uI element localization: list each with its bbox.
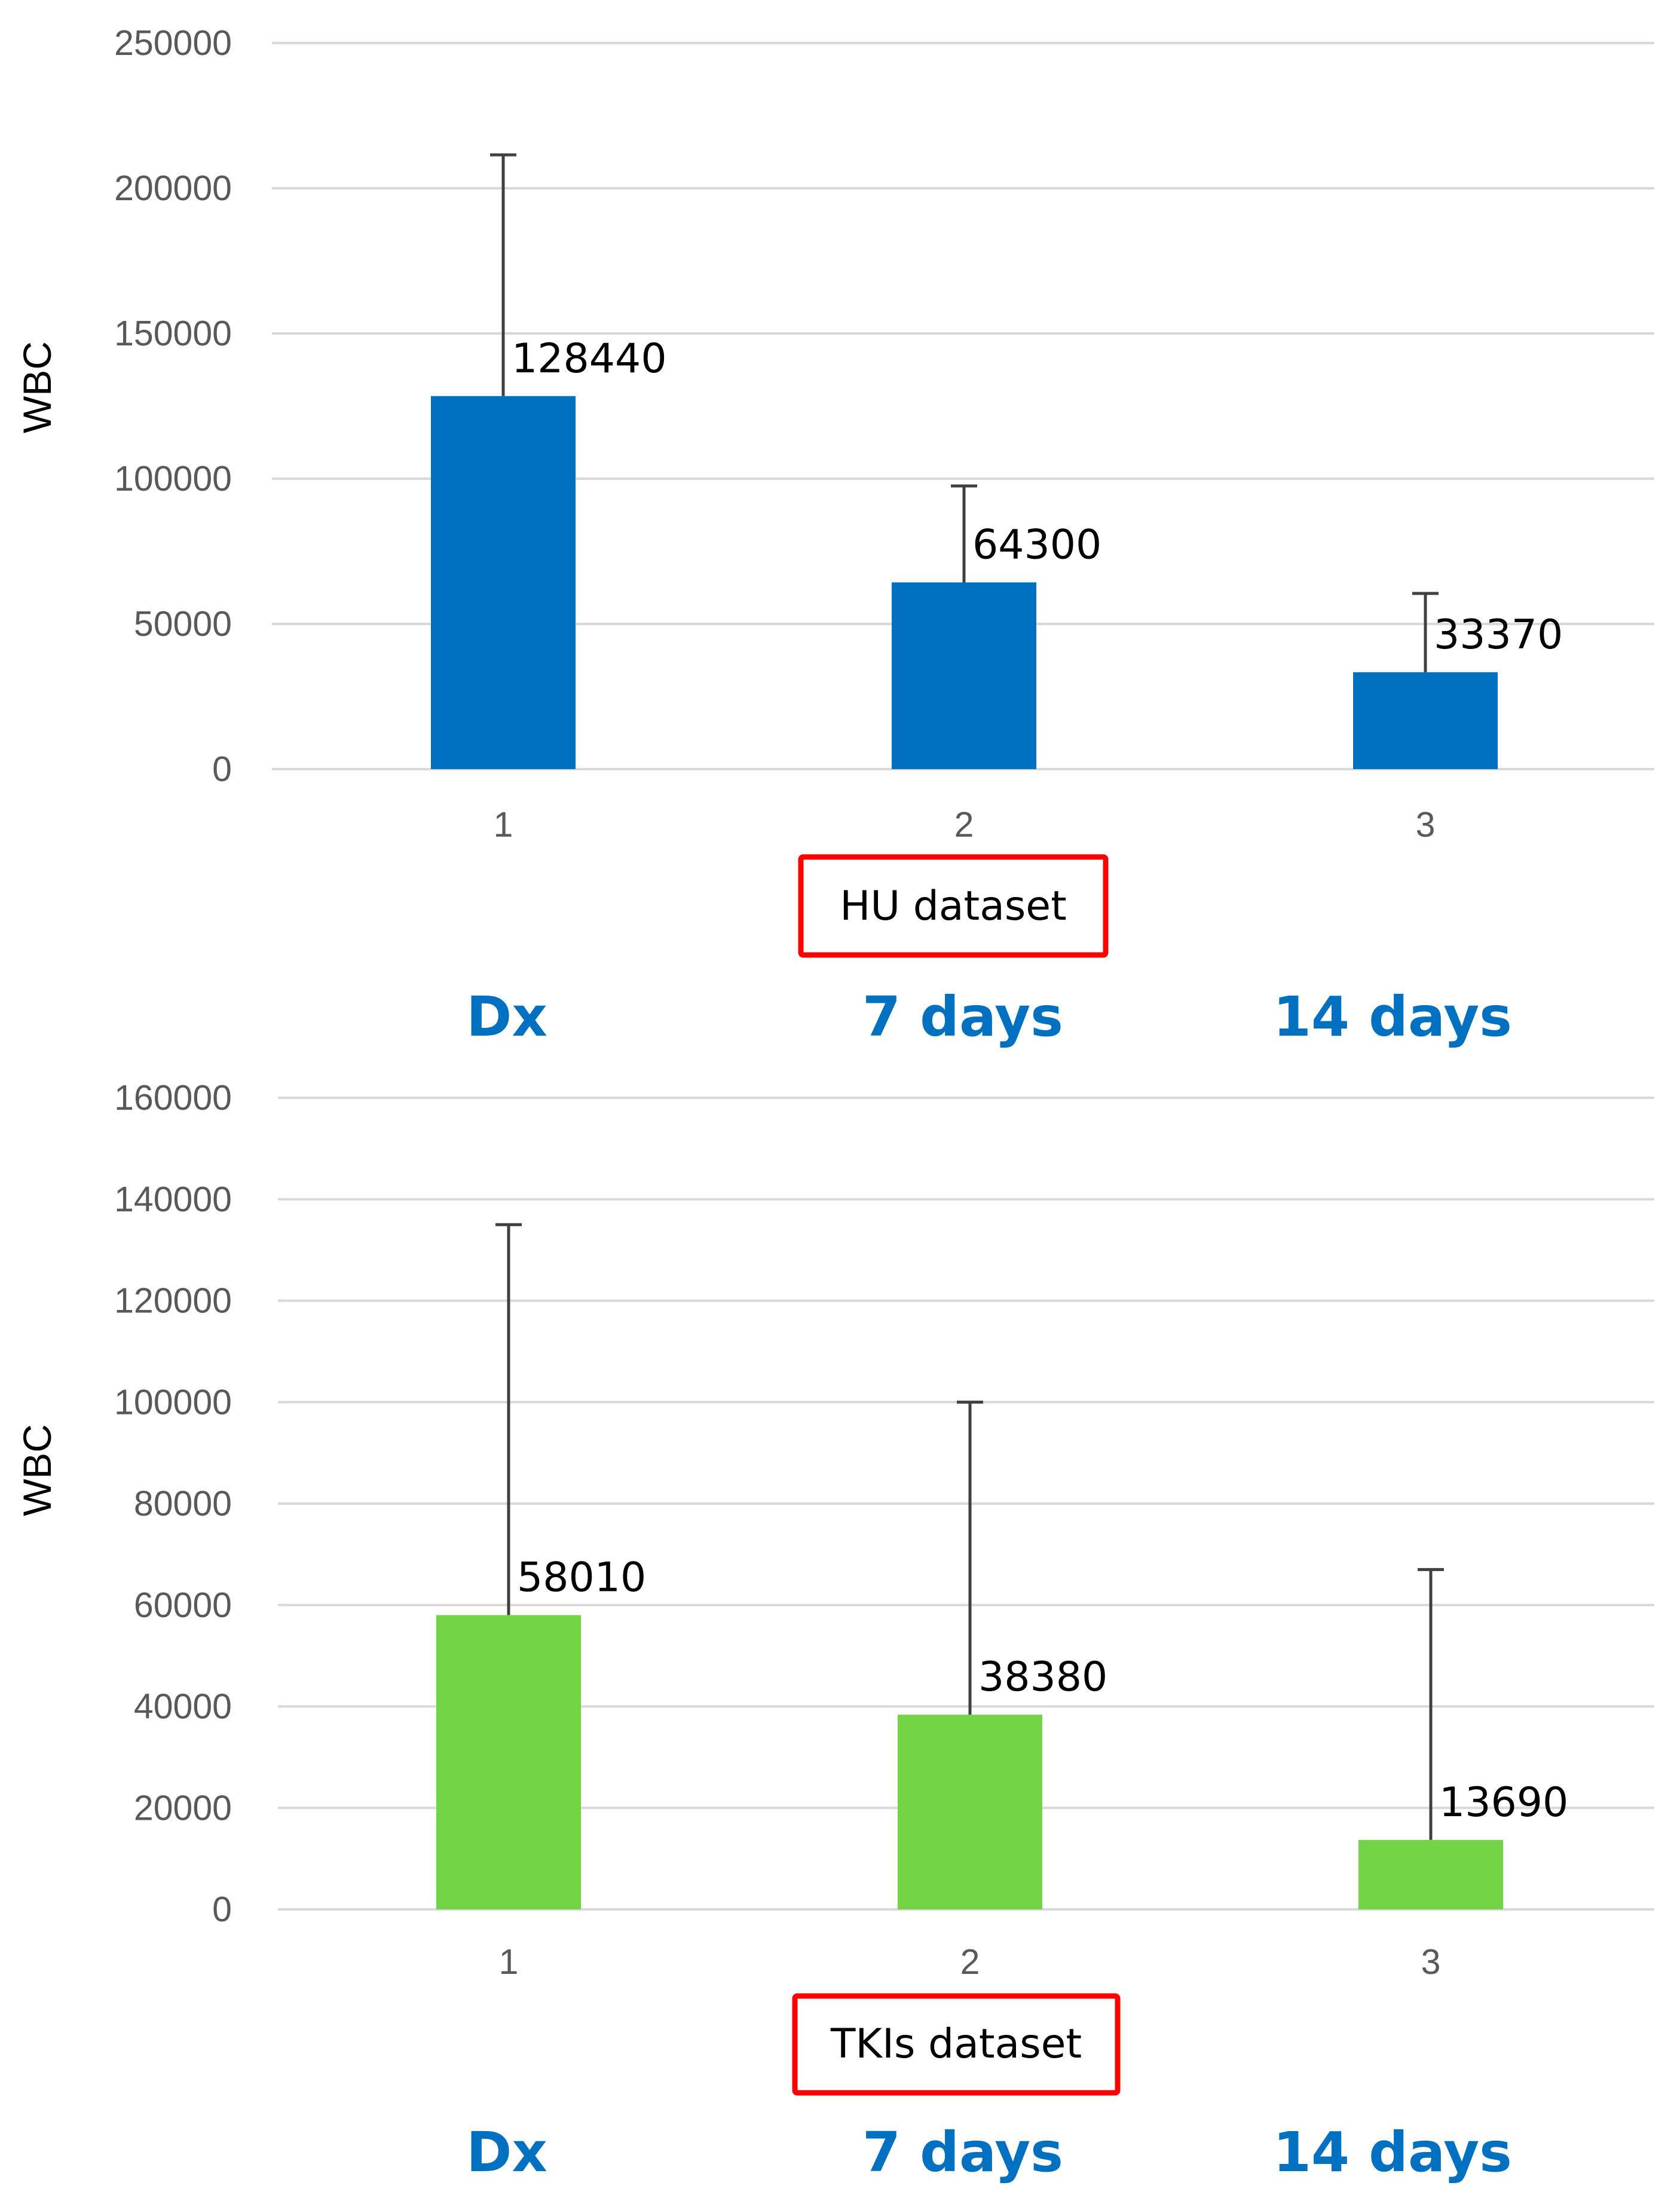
hu-y-tick-label: 0 [212, 749, 232, 789]
tki-y-tick-label: 140000 [114, 1180, 232, 1219]
tki-data-label: 58010 [517, 1554, 646, 1602]
tki-y-tick-label: 120000 [114, 1281, 232, 1321]
tki-annotation-box: TKIs dataset [792, 1993, 1121, 2096]
tki-bar [1358, 1839, 1503, 1909]
tki-period-label-7-days: 7 days [862, 2120, 1063, 2184]
tki-x-tick-labels: 1 2 3 [499, 1942, 1441, 1982]
tki-chart: 0 20000 40000 60000 80000 100000 120000 140000 1… [15, 1078, 1654, 2184]
hu-bar [892, 582, 1036, 769]
tki-x-tick-label: 2 [960, 1942, 980, 1982]
hu-y-tick-label: 150000 [114, 314, 232, 353]
tki-y-tick-label: 100000 [114, 1382, 232, 1422]
hu-x-tick-label: 1 [494, 805, 513, 844]
hu-data-labels: 128440 64300 33370 [512, 335, 1563, 659]
hu-y-tick-label: 250000 [114, 23, 232, 63]
hu-data-label: 128440 [512, 335, 667, 382]
tki-y-tick-label: 160000 [114, 1078, 232, 1118]
tki-data-label: 13690 [1439, 1779, 1568, 1826]
tki-period-label-dx: Dx [466, 2120, 547, 2184]
hu-x-tick-label: 2 [954, 805, 974, 844]
tki-y-tick-label: 40000 [134, 1687, 232, 1726]
hu-y-tick-label: 100000 [114, 459, 232, 498]
tki-period-labels: Dx 7 days 14 days [466, 2120, 1512, 2184]
tki-bar [898, 1715, 1042, 1909]
hu-y-axis-title: WBC [15, 341, 59, 433]
hu-period-label-dx: Dx [466, 985, 547, 1049]
tki-bars [436, 1615, 1503, 1909]
tki-x-tick-label: 1 [499, 1942, 519, 1982]
tki-y-tick-label: 0 [212, 1890, 232, 1929]
hu-data-label: 33370 [1434, 611, 1563, 659]
hu-bar [431, 396, 576, 769]
hu-y-tick-label: 50000 [134, 604, 232, 644]
hu-bar [1353, 672, 1498, 769]
hu-data-label: 64300 [972, 522, 1101, 569]
hu-y-tick-label: 200000 [114, 169, 232, 208]
tki-annotation-border [792, 1993, 1121, 2096]
tki-x-tick-label: 3 [1421, 1942, 1441, 1982]
hu-annotation-border [798, 854, 1109, 958]
tki-annotation-text: TKIs dataset [830, 2021, 1082, 2068]
tki-y-axis-title: WBC [15, 1424, 59, 1516]
hu-error-bars [490, 153, 1439, 672]
hu-x-tick-labels: 1 2 3 [494, 805, 1436, 844]
tki-data-labels: 58010 38380 13690 [517, 1554, 1568, 1826]
tki-error-bars [495, 1223, 1444, 1840]
hu-x-tick-label: 3 [1416, 805, 1436, 844]
tki-y-tick-label: 80000 [134, 1484, 232, 1523]
hu-annotation-box: HU dataset [798, 854, 1109, 958]
hu-period-label-7-days: 7 days [862, 985, 1063, 1049]
tki-y-tick-label: 20000 [134, 1788, 232, 1827]
hu-bars [431, 396, 1498, 769]
tki-y-tick-label: 60000 [134, 1585, 232, 1625]
tki-data-label: 38380 [978, 1654, 1107, 1701]
hu-period-labels: Dx 7 days 14 days [466, 985, 1512, 1049]
tki-period-label-14-days: 14 days [1273, 2120, 1512, 2184]
hu-y-tick-labels: 0 50000 100000 150000 200000 250000 [114, 23, 232, 789]
tki-bar [436, 1615, 581, 1909]
hu-annotation-text: HU dataset [840, 883, 1067, 930]
hu-chart: 0 50000 100000 150000 200000 250000 WBC 12844… [15, 23, 1654, 1049]
hu-period-label-14-days: 14 days [1273, 985, 1512, 1049]
tki-y-tick-labels: 0 20000 40000 60000 80000 100000 120000 140000 1… [114, 1078, 232, 1929]
